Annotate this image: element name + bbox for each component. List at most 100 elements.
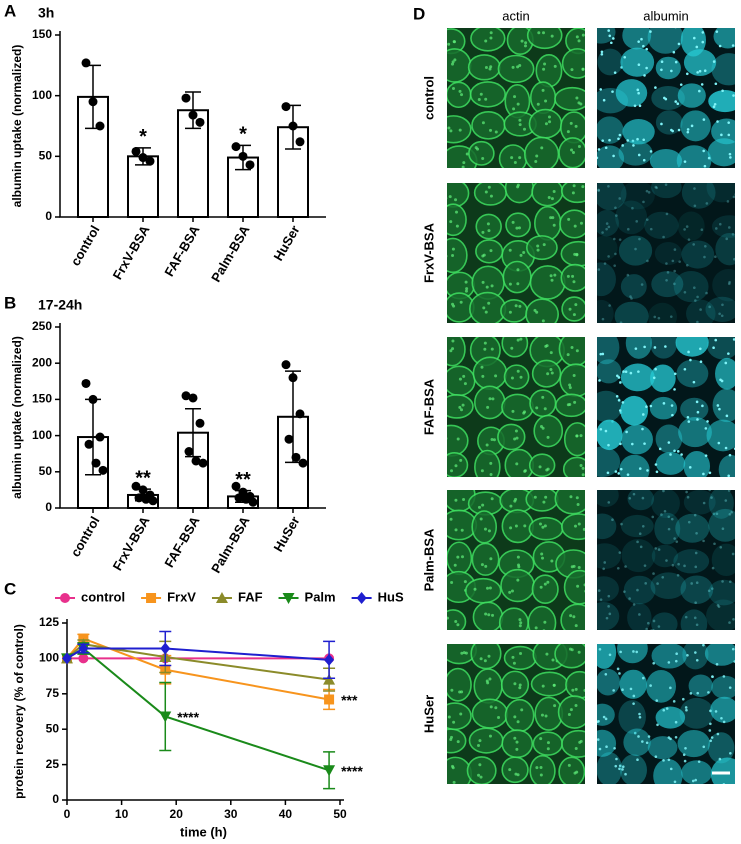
albumin-cell: [620, 47, 655, 77]
albumin-cell: [676, 359, 709, 388]
albumin-speck: [662, 708, 666, 712]
albumin-speck: [602, 567, 605, 571]
albumin-speck: [677, 128, 681, 132]
actin-dot: [449, 517, 453, 521]
albumin-speck: [637, 91, 640, 95]
albumin-speck: [588, 608, 591, 611]
albumin-speck: [662, 402, 666, 405]
albumin-speck: [662, 490, 665, 493]
albumin-speck: [705, 172, 708, 175]
albumin-speck: [672, 169, 675, 172]
actin-dot: [454, 210, 458, 214]
y-tick-label: 0: [52, 792, 59, 806]
albumin-cell: [620, 183, 655, 210]
actin-dot: [514, 304, 518, 308]
albumin-speck: [654, 547, 657, 550]
actin-dot: [542, 31, 546, 35]
albumin-cell: [597, 703, 615, 726]
actin-dot: [536, 248, 540, 252]
albumin-cell: [597, 299, 614, 323]
data-point: [138, 153, 148, 163]
actin-dot: [516, 185, 520, 189]
albumin-speck: [720, 379, 724, 383]
albumin-speck: [669, 686, 672, 690]
albumin-speck: [680, 333, 683, 336]
albumin-speck: [652, 628, 655, 630]
data-point: [188, 393, 198, 403]
actin-dot: [487, 185, 491, 189]
actin-dot: [545, 344, 549, 348]
actin-dot: [459, 300, 463, 304]
legend-marker: [146, 593, 157, 603]
actin-dot: [465, 287, 469, 291]
x-tick-label: FAF-BSA: [161, 513, 202, 570]
legend-marker: [356, 592, 367, 604]
albumin-cell: [618, 235, 653, 266]
albumin-speck: [683, 367, 687, 371]
actin-dot: [477, 98, 481, 102]
albumin-speck: [618, 197, 622, 200]
albumin-speck: [695, 400, 699, 404]
albumin-speck: [673, 449, 676, 453]
actin-dot: [546, 435, 550, 439]
actin-dot: [543, 582, 547, 586]
cell-outline: [560, 603, 585, 630]
albumin-cell: [597, 513, 617, 540]
actin-dot: [476, 743, 480, 747]
data-point: [88, 394, 98, 404]
x-tick-label: Palm-BSA: [208, 513, 253, 575]
albumin-cell: [673, 270, 709, 303]
actin-dot: [450, 469, 454, 473]
actin-dot: [516, 338, 520, 342]
albumin-speck: [645, 189, 649, 193]
actin-dot: [489, 128, 493, 132]
albumin-speck: [619, 650, 622, 654]
albumin-speck: [608, 653, 612, 657]
actin-dot: [583, 688, 585, 692]
y-tick-label: 100: [39, 651, 59, 665]
albumin-speck: [623, 590, 626, 593]
albumin-speck: [656, 723, 659, 727]
albumin-speck: [604, 717, 608, 721]
albumin-speck: [696, 410, 700, 414]
cell-outline: [534, 205, 562, 241]
albumin-cell: [707, 138, 735, 167]
albumin-cell: [597, 490, 619, 508]
data-point: [248, 497, 258, 507]
albumin-cell: [655, 452, 686, 475]
micrograph: [597, 644, 735, 784]
actin-dot: [449, 129, 453, 133]
actin-dot: [454, 528, 458, 532]
actin-dot: [462, 161, 466, 165]
actin-dot: [458, 690, 462, 694]
albumin-speck: [667, 736, 671, 739]
albumin-speck: [687, 520, 691, 524]
albumin-speck: [684, 615, 688, 619]
albumin-speck: [654, 86, 657, 89]
actin-dot: [535, 766, 539, 770]
albumin-speck: [695, 623, 699, 627]
actin-dot: [549, 351, 553, 355]
legend-label: Palm: [305, 589, 336, 604]
actin-dot: [579, 434, 583, 438]
albumin-speck: [667, 758, 671, 762]
actin-dot: [553, 704, 557, 708]
albumin-speck: [680, 453, 683, 456]
actin-dot: [464, 289, 468, 293]
actin-dot: [577, 522, 581, 526]
albumin-speck: [685, 708, 688, 712]
actin-dot: [478, 739, 482, 743]
cell-outline: [447, 115, 472, 144]
albumin-speck: [611, 90, 614, 93]
albumin-cell: [623, 575, 656, 605]
actin-dot: [538, 465, 542, 469]
cell-outline: [554, 644, 585, 669]
actin-dot: [451, 302, 455, 306]
albumin-speck: [642, 676, 645, 680]
albumin-speck: [713, 102, 717, 106]
marker: [78, 642, 89, 655]
albumin-speck: [728, 453, 732, 457]
data-point: [181, 93, 191, 103]
actin-dot: [534, 159, 538, 163]
albumin-speck: [675, 652, 678, 656]
